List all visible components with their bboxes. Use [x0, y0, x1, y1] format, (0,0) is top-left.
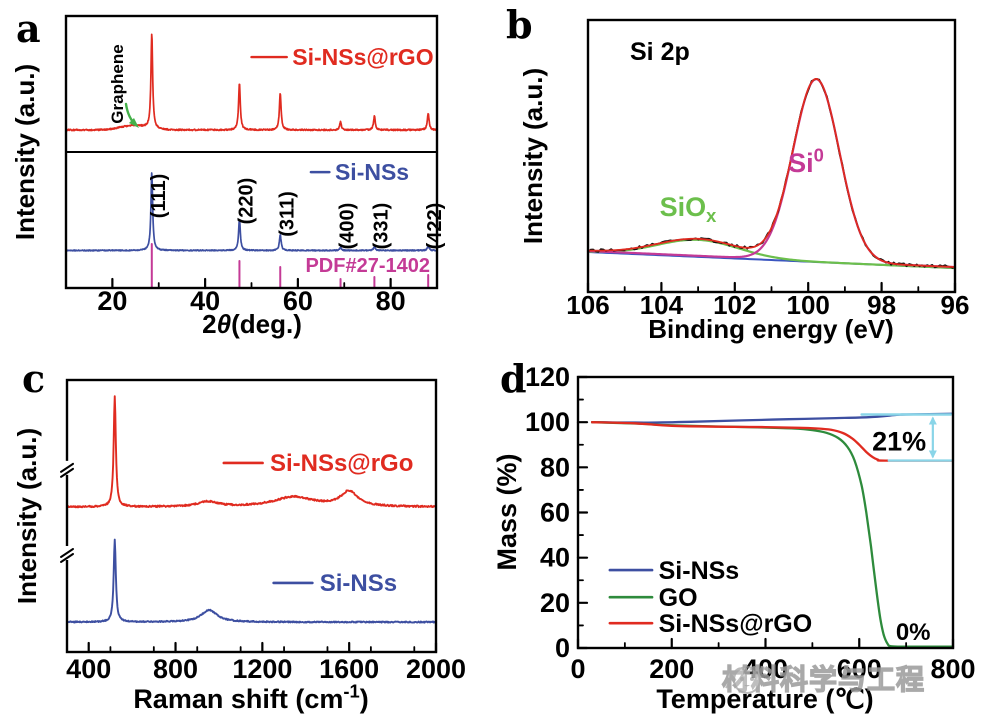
x-tick-label: 200: [649, 654, 694, 684]
plot-frame: [65, 378, 438, 654]
x-tick-label: 1200: [232, 654, 292, 684]
x-tick-label: 0: [570, 654, 585, 684]
legend-label-Si-NSs@rGO: Si-NSs@rGO: [292, 44, 433, 70]
label-Si0: Si0: [788, 145, 824, 178]
tga-curve-Si-NSs@rGO: [590, 421, 955, 462]
x-tick-label: 100: [787, 290, 830, 320]
x-tick-label: 104: [640, 290, 684, 320]
panel-label-a: a: [16, 6, 41, 51]
x-axis-label: Temperature (℃): [656, 684, 873, 714]
hkl-label-(400): (400): [337, 203, 359, 250]
axis-break-mark: [60, 547, 74, 558]
panel-label-c: c: [22, 356, 46, 401]
x-tick-label: 1600: [319, 654, 379, 684]
y-axis-label: Intensity (a.u.): [518, 68, 548, 244]
raman-curve-Si-NSs: [66, 538, 437, 624]
arrowhead-down: [928, 450, 937, 459]
xps-region-title: Si 2p: [630, 38, 690, 66]
y-axis-label: Intensity (a.u.): [10, 64, 40, 240]
graphene-annotation: Graphene: [108, 44, 127, 123]
y-tick-label: 40: [540, 543, 570, 573]
x-tick-label: 60: [283, 286, 313, 316]
x-tick-label: 98: [867, 290, 896, 320]
arrowhead-up: [928, 416, 937, 425]
legend-label-Si-NSs: Si-NSs: [320, 570, 397, 597]
x-tick-label: 400: [66, 654, 111, 684]
xps-component-Si0: [586, 77, 957, 269]
y-axis-label: Intensity (a.u.): [12, 428, 42, 604]
legend-label-Si-NSs: Si-NSs: [659, 557, 740, 585]
x-tick-label: 106: [566, 290, 609, 320]
plot-frame: [576, 375, 955, 650]
y-tick-label: 0: [555, 633, 570, 663]
x-tick-label: 102: [713, 290, 756, 320]
xps-raw-data: [587, 78, 954, 269]
x-tick-label: 800: [930, 654, 975, 684]
pdf-reference-sticks: [150, 243, 430, 288]
hkl-label-(331): (331): [370, 203, 392, 250]
raman-curve-Si-NSs@rGo: [66, 395, 437, 509]
axis-break-mark: [60, 462, 74, 473]
xps-fit-envelope: [587, 77, 956, 268]
x-axis-label: Raman shift (cm-1): [133, 681, 368, 714]
x-tick-label: 800: [153, 654, 198, 684]
annotation-0%: 0%: [896, 619, 931, 646]
y-tick-label: 20: [540, 588, 570, 618]
x-tick-label: 96: [941, 290, 970, 320]
x-tick-label: 80: [376, 286, 406, 316]
xrd-curve-Si-NSs@rGO: [65, 33, 438, 132]
hkl-label-(220): (220): [235, 178, 257, 225]
axis-break-mark: [60, 552, 74, 563]
x-axis-label: Binding energy (eV): [648, 314, 894, 344]
axis-break-mark: [60, 467, 74, 478]
y-tick-label: 60: [540, 498, 570, 528]
x-tick-label: 600: [837, 654, 882, 684]
annotation-21%: 21%: [872, 426, 926, 456]
panel-b-xps: Si 2p SiOx Si0 106 104 102 100 98 96 Intensity (a…: [518, 18, 970, 344]
x-axis-label: 2θ(deg.): [202, 309, 302, 339]
panel-label-d: d: [500, 356, 527, 401]
legend-label-GO: GO: [659, 584, 698, 612]
panel-label-b: b: [506, 2, 533, 47]
x-tick-label: 2000: [406, 654, 466, 684]
hkl-label-(422): (422): [424, 203, 446, 250]
xrd-curve-Si-NSs: [65, 172, 438, 252]
legend-label-Si-NSs: Si-NSs: [335, 159, 409, 185]
hkl-label-(311): (311): [276, 191, 298, 237]
x-tick-label: 20: [97, 286, 127, 316]
legend-label-Si-NSs@rGO: Si-NSs@rGO: [659, 610, 813, 638]
panel-a-xrd: PDF#27-1402 Si-NSs@rGO Si-NSs (111) (220) (31…: [10, 14, 446, 339]
y-axis-label: Mass (%): [492, 453, 522, 570]
xps-component-SiOx: [586, 238, 957, 270]
graphene-arrowhead: [129, 118, 139, 128]
label-SiOx: SiOx: [660, 192, 718, 226]
hkl-label-(111): (111): [148, 174, 170, 218]
pdf-card-label: PDF#27-1402: [305, 255, 430, 277]
y-tick-label: 80: [540, 452, 570, 482]
x-tick-label: 400: [743, 654, 788, 684]
legend-label-Si-NSs@rGo: Si-NSs@rGo: [270, 450, 413, 477]
y-tick-label: 100: [525, 407, 570, 437]
y-tick-label: 120: [525, 362, 570, 392]
panel-c-raman: Si-NSs@rGo Si-NSs 400 800 1200 1600 2000 Intens…: [12, 378, 466, 714]
x-tick-label: 40: [190, 286, 220, 316]
